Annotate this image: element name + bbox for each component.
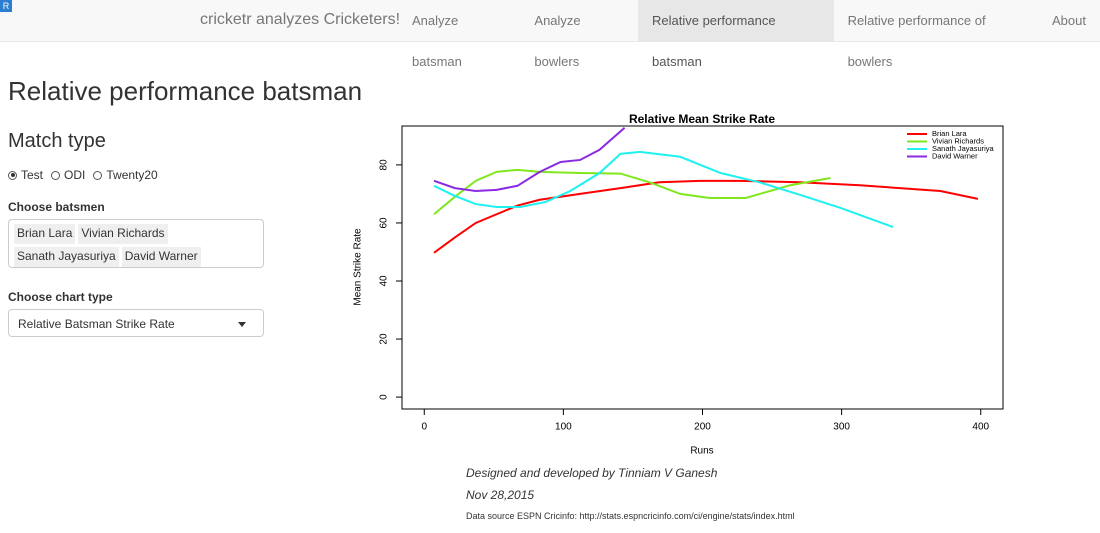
plot-box xyxy=(401,125,1004,410)
x-tick-label: 300 xyxy=(833,422,850,433)
batsman-tag[interactable]: David Warner xyxy=(121,247,201,267)
radio-label: Twenty20 xyxy=(106,168,158,182)
y-tick-label: 80 xyxy=(379,159,390,171)
caret xyxy=(238,322,246,327)
y-tick-label: 40 xyxy=(379,275,390,287)
nav-item[interactable]: About xyxy=(1052,13,1086,28)
legend-label: Brian Lara xyxy=(932,129,967,138)
batsmen-label: Choose batsmen xyxy=(8,200,105,214)
chart-type-label: Choose chart type xyxy=(8,290,113,304)
radio-label: Test xyxy=(21,168,44,182)
x-tick-label: 0 xyxy=(421,422,427,433)
radio-label: ODI xyxy=(64,168,86,182)
match-type-label: Match type xyxy=(8,130,106,152)
batsman-tag[interactable]: Vivian Richards xyxy=(78,224,168,244)
legend-label: Vivian Richards xyxy=(932,136,984,145)
radio-dot xyxy=(8,170,17,180)
y-axis-label: Mean Strike Rate xyxy=(353,228,364,306)
series-line xyxy=(433,150,894,228)
batsman-tag[interactable]: Brian Lara xyxy=(14,224,76,244)
radio-option[interactable]: Twenty20 xyxy=(93,168,158,182)
radio-option[interactable]: ODI xyxy=(51,168,85,182)
nav-item[interactable]: Relative performance of bowlers xyxy=(847,13,986,69)
radio-option[interactable]: Test xyxy=(8,168,43,182)
series-line xyxy=(433,126,626,193)
brand[interactable]: cricketr analyzes Cricketers! xyxy=(200,11,401,28)
nav-item[interactable]: Relative performance batsman xyxy=(638,0,834,69)
series-line xyxy=(433,168,831,216)
logo: R xyxy=(0,0,12,12)
y-tick-label: 20 xyxy=(379,333,390,345)
source: Data source ESPN Cricinfo: http://stats.… xyxy=(466,511,795,521)
radio-dot xyxy=(93,170,103,180)
credit: Designed and developed by Tinniam V Gane… xyxy=(466,466,718,480)
chart-title: Relative Mean Strike Rate xyxy=(629,112,775,126)
chart-type-value: Relative Batsman Strike Rate xyxy=(18,317,175,331)
navbar: R cricketr analyzes Cricketers! Analyze … xyxy=(0,0,1100,69)
date: Nov 28,2015 xyxy=(466,488,535,502)
radio-dot xyxy=(51,170,61,180)
nav-item[interactable]: Analyze batsman xyxy=(412,13,462,69)
legend-label: Sanath Jayasuriya xyxy=(932,144,995,153)
x-tick-label: 100 xyxy=(555,422,572,433)
y-tick-label: 0 xyxy=(379,394,390,400)
y-tick-label: 60 xyxy=(379,217,390,229)
batsman-tag[interactable]: Sanath Jayasuriya xyxy=(14,247,119,267)
nav-item[interactable]: Analyze bowlers xyxy=(534,13,581,69)
chart-type-select[interactable]: Relative Batsman Strike Rate xyxy=(8,309,264,337)
x-axis-label: Runs xyxy=(690,446,713,457)
page-title: Relative performance batsman xyxy=(8,76,363,106)
x-tick-label: 200 xyxy=(694,422,711,433)
x-tick-label: 400 xyxy=(972,422,989,433)
nav-items: Analyze batsman Analyze bowlers Relative p… xyxy=(398,0,1100,69)
legend-label: David Warner xyxy=(932,151,978,160)
batsmen-select[interactable]: Brian Lara Vivian Richards Sanath Jayasuri… xyxy=(8,219,264,268)
match-type-radios: Test ODI Twenty20 xyxy=(8,168,158,182)
series-line xyxy=(433,179,979,254)
